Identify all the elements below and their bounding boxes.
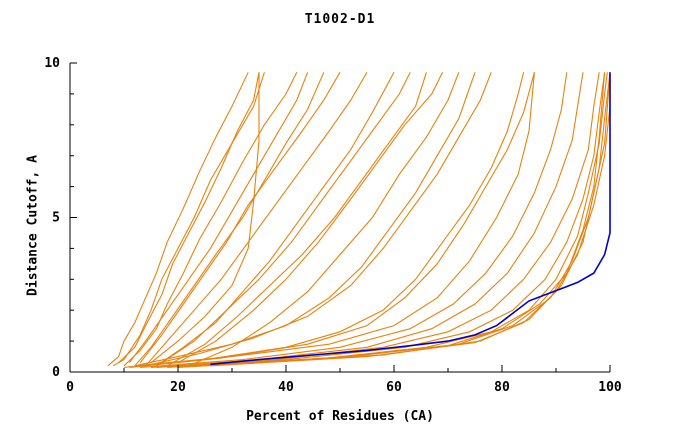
model-curve xyxy=(145,72,492,367)
model-curve xyxy=(156,72,395,367)
model-curve xyxy=(199,72,611,367)
y-tick-label: 5 xyxy=(52,211,60,226)
model-curve xyxy=(118,72,260,364)
x-tick-label: 20 xyxy=(170,380,186,395)
x-tick-label: 40 xyxy=(278,380,294,395)
model-curve xyxy=(107,72,249,367)
model-curve xyxy=(134,72,325,367)
model-curve xyxy=(123,72,525,368)
model-curve xyxy=(134,72,535,367)
y-axis-label: Distance Cutoff, A xyxy=(25,155,41,296)
model-curve xyxy=(145,72,368,367)
x-tick-label: 80 xyxy=(494,380,510,395)
model-curve xyxy=(156,72,600,368)
model-curve xyxy=(161,72,411,364)
model-curve xyxy=(123,72,298,367)
model-curve xyxy=(128,72,309,364)
model-curve xyxy=(221,72,611,365)
highlight-curve xyxy=(210,72,611,366)
model-curve xyxy=(129,72,535,368)
y-tick-label: 10 xyxy=(44,56,60,71)
chart-title: T1002-D1 xyxy=(304,12,376,27)
model-curve xyxy=(150,72,584,368)
model-curve xyxy=(140,72,568,368)
x-axis-label: Percent of Residues (CA) xyxy=(246,409,434,424)
model-curve xyxy=(177,72,608,368)
x-tick-label: 100 xyxy=(598,380,622,395)
model-curve xyxy=(139,72,341,364)
model-curve xyxy=(166,72,427,367)
model-curve xyxy=(112,72,265,367)
model-curve xyxy=(150,72,260,364)
model-curve xyxy=(167,72,606,368)
model-curve xyxy=(188,72,460,367)
y-tick-label: 0 xyxy=(52,365,60,380)
model-curve xyxy=(177,72,444,364)
x-tick-label: 0 xyxy=(66,380,74,395)
model-curve xyxy=(134,72,476,367)
x-tick-label: 60 xyxy=(386,380,402,395)
